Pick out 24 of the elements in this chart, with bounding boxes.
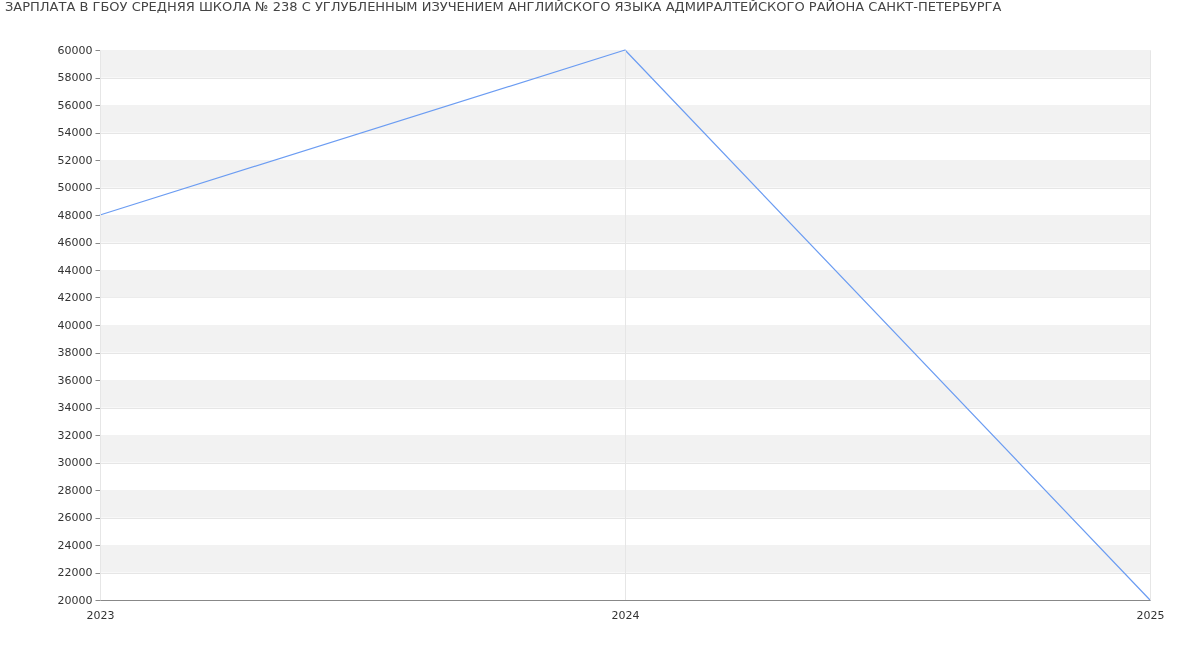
y-tick-label: 36000: [57, 373, 93, 387]
x-tick-label: 2024: [611, 608, 640, 622]
x-tick-label: 2023: [86, 608, 115, 622]
y-tick-label: 60000: [57, 43, 93, 57]
y-tick-label: 50000: [57, 181, 93, 194]
y-tick-label: 32000: [57, 428, 93, 442]
y-tick-label: 52000: [57, 153, 93, 167]
y-tick-label: 34000: [57, 401, 93, 414]
y-tick-label: 28000: [57, 483, 93, 497]
y-tick-label: 38000: [57, 346, 93, 359]
y-tick-label: 22000: [57, 566, 93, 579]
y-tick-label: 30000: [57, 456, 93, 469]
y-tick-label: 26000: [57, 511, 93, 524]
x-tick-label: 2025: [1136, 608, 1165, 622]
y-tick-label: 42000: [57, 291, 93, 304]
y-tick-label: 44000: [57, 263, 93, 277]
y-tick-label: 48000: [57, 208, 93, 222]
y-tick-label: 58000: [57, 71, 93, 84]
y-tick-label: 54000: [57, 126, 93, 139]
y-tick-label: 40000: [57, 318, 93, 332]
y-tick-label: 46000: [57, 236, 93, 249]
y-tick-label: 20000: [57, 593, 93, 607]
y-tick-label: 24000: [57, 538, 93, 552]
y-tick-label: 56000: [57, 98, 93, 112]
